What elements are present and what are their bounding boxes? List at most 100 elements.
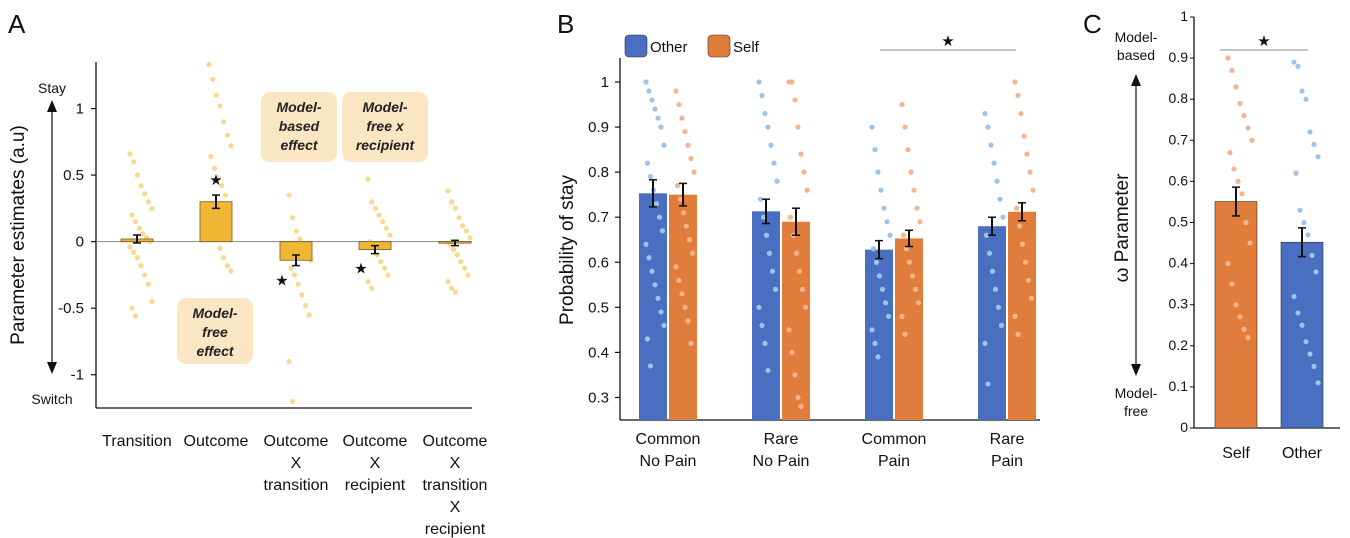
- data-point: [286, 192, 292, 198]
- data-point: [1315, 154, 1321, 160]
- data-point: [129, 212, 135, 218]
- data-point: [1237, 314, 1243, 320]
- axis-bottom-label-switch: Switch: [31, 391, 72, 407]
- data-point: [1241, 113, 1247, 119]
- data-point: [449, 199, 455, 205]
- data-point: [676, 277, 682, 283]
- x-category-label: X: [450, 455, 461, 472]
- data-point: [221, 255, 227, 261]
- data-point: [1313, 269, 1319, 275]
- data-point: [906, 259, 913, 265]
- x-category-label: transition: [264, 477, 329, 494]
- data-point: [1027, 169, 1033, 175]
- data-point: [902, 124, 908, 130]
- data-point: [882, 300, 889, 306]
- data-point: [1303, 96, 1309, 102]
- y-tick-label: 1: [601, 74, 609, 91]
- data-point: [884, 219, 890, 225]
- data-point: [1018, 110, 1024, 117]
- data-point: [217, 245, 223, 251]
- data-point: [992, 286, 999, 292]
- panel-c-chart: 1 0.9 0.8 0.7 0.6 0.5 0.4 0.3 0.2 0.1 0 ω Parameter…: [1112, 8, 1340, 462]
- data-point: [647, 363, 654, 369]
- data-point: [655, 295, 661, 301]
- legend-swatch: [624, 34, 648, 58]
- data-point: [899, 313, 905, 319]
- data-point: [1231, 166, 1237, 172]
- x-category-label: No Pain: [753, 453, 810, 470]
- data-point: [900, 232, 907, 238]
- data-point: [870, 246, 877, 252]
- data-point: [222, 192, 229, 198]
- panel-a-chart: 1 0.5 0 -0.5 -1 Parameter estimates (a.u) Stay…: [8, 62, 488, 538]
- data-point: [763, 232, 770, 238]
- data-point: [138, 183, 144, 189]
- data-point: [798, 403, 804, 410]
- data-point: [686, 237, 693, 243]
- data-point: [127, 151, 133, 157]
- data-point: [789, 349, 795, 356]
- data-point: [1249, 137, 1255, 143]
- data-point: [145, 281, 151, 287]
- arrow-up-icon: [47, 100, 57, 112]
- data-point: [652, 282, 658, 288]
- data-point: [208, 153, 214, 160]
- data-point: [757, 196, 764, 202]
- data-point: [224, 132, 230, 138]
- data-point: [461, 265, 468, 271]
- data-point: [1015, 92, 1021, 99]
- data-point: [1229, 67, 1235, 74]
- data-point: [677, 196, 684, 202]
- data-point: [134, 172, 140, 178]
- bar: [895, 238, 923, 420]
- y-tick-label: 0.3: [588, 389, 609, 406]
- data-point: [369, 285, 375, 291]
- data-point: [756, 304, 762, 310]
- annotation-box: [261, 92, 337, 162]
- data-point: [372, 205, 378, 211]
- panel-a-label: A: [8, 9, 26, 39]
- panel-b-chart: 1 0.9 0.8 0.7 0.6 0.5 0.4 0.3 Probability of sta…: [557, 33, 1040, 470]
- axis-top-label: Model-: [1115, 29, 1158, 45]
- data-point: [132, 313, 139, 319]
- x-category-label: recipient: [425, 521, 486, 538]
- data-point: [290, 215, 296, 221]
- data-point: [302, 302, 309, 309]
- y-tick-label: -1: [71, 367, 84, 384]
- y-tick-label: 0.9: [1169, 49, 1189, 65]
- data-point: [682, 128, 688, 135]
- x-category-label: Outcome: [184, 433, 249, 450]
- data-point: [1299, 322, 1305, 328]
- data-point: [875, 354, 881, 360]
- x-category-label: X: [450, 499, 461, 516]
- data-point: [297, 236, 303, 242]
- annotation-text: free x: [366, 118, 405, 134]
- y-tick-label: -0.5: [58, 300, 84, 317]
- data-point: [206, 62, 212, 68]
- data-point: [1235, 178, 1241, 184]
- y-tick-label: 0.5: [1169, 214, 1189, 230]
- annotation-text: Model-: [276, 99, 321, 115]
- data-point: [656, 214, 663, 220]
- data-point: [131, 249, 137, 255]
- data-point: [786, 327, 792, 333]
- annotation-text: effect: [196, 343, 234, 359]
- data-point: [449, 285, 455, 291]
- data-point: [291, 272, 298, 278]
- data-point: [136, 225, 142, 231]
- data-point: [1012, 313, 1018, 319]
- data-point: [1239, 191, 1245, 197]
- data-point: [445, 278, 451, 285]
- y-tick-label: 0.8: [1169, 90, 1189, 106]
- x-category-label: Outcome: [423, 433, 488, 450]
- data-point: [142, 191, 148, 197]
- data-point: [138, 263, 144, 269]
- data-point: [802, 304, 809, 310]
- data-point: [1022, 259, 1029, 265]
- data-point: [1291, 59, 1297, 65]
- data-point: [217, 103, 223, 109]
- data-point: [456, 215, 462, 221]
- data-point: [911, 187, 917, 193]
- y-tick-label: 0.5: [588, 299, 609, 316]
